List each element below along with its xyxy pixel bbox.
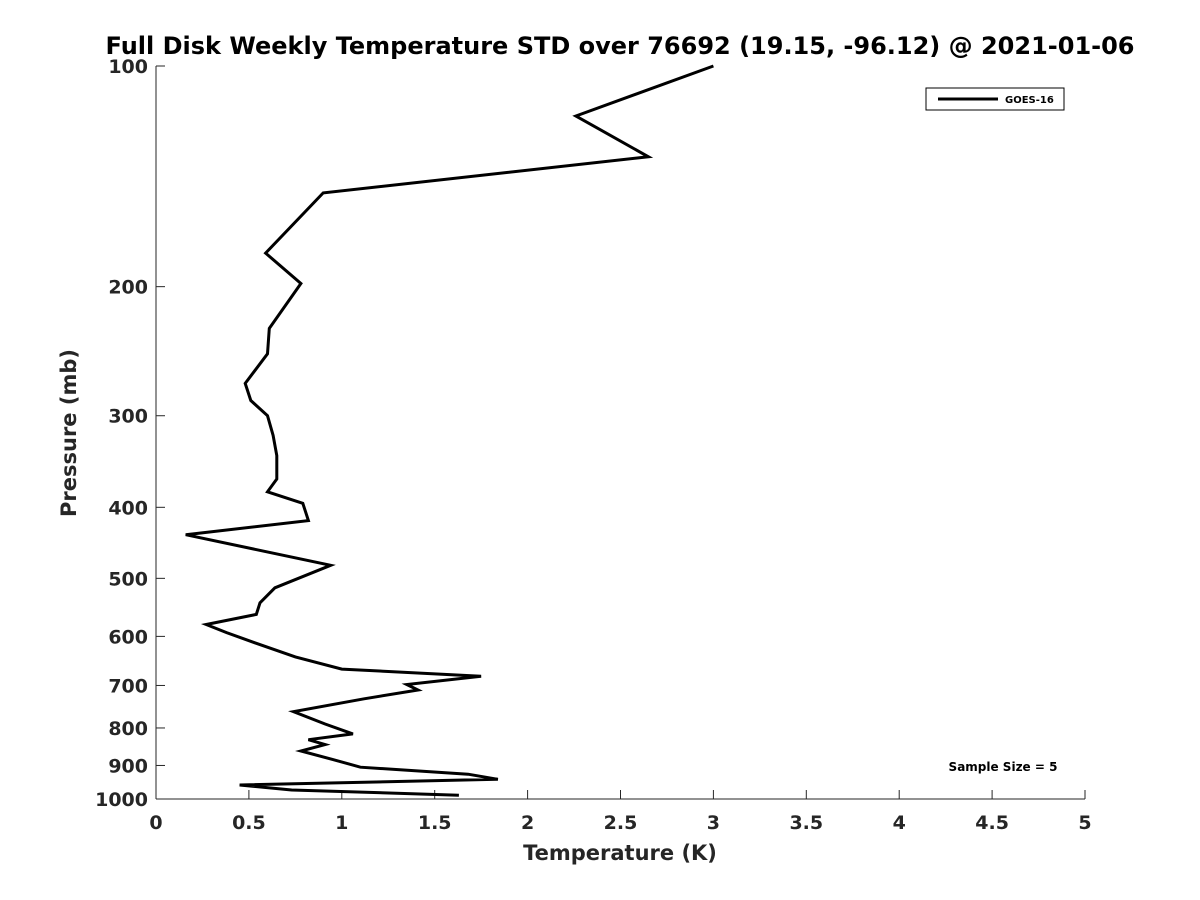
- x-axis-label: Temperature (K): [523, 841, 717, 865]
- y-tick-label: 700: [108, 675, 148, 697]
- axes: 0 0.5 1 1.5 2 2.5 3 3.5 4 4.5 5 100 200 300 400 500 600 7…: [95, 56, 1092, 834]
- x-tick-label: 3: [707, 812, 720, 834]
- x-tick-label: 2: [521, 812, 534, 834]
- legend-label-goes-16: GOES-16: [1005, 95, 1054, 106]
- y-tick-label: 200: [108, 277, 148, 299]
- y-tick-label: 800: [108, 718, 148, 740]
- x-tick-label: 2.5: [604, 812, 638, 834]
- y-tick-label: 100: [108, 56, 148, 78]
- series-layer: [185, 64, 714, 797]
- x-tick-label: 0: [149, 812, 162, 834]
- x-tick-label: 4.5: [975, 812, 1009, 834]
- y-tick-label: 300: [108, 406, 148, 428]
- x-tick-label: 3.5: [789, 812, 823, 834]
- x-tick-label: 0.5: [232, 812, 266, 834]
- y-tick-label: 900: [108, 755, 148, 777]
- sample-size-annotation: Sample Size = 5: [949, 760, 1058, 774]
- series-line-goes-16: [185, 64, 714, 797]
- x-tick-label: 5: [1078, 812, 1091, 834]
- x-tick-label: 4: [893, 812, 906, 834]
- y-tick-label: 1000: [95, 789, 148, 811]
- x-tick-label: 1: [335, 812, 348, 834]
- y-tick-label: 600: [108, 626, 148, 648]
- chart-title: Full Disk Weekly Temperature STD over 76…: [106, 32, 1135, 60]
- x-tick-label: 1.5: [418, 812, 452, 834]
- legend[interactable]: GOES-16: [925, 87, 1065, 111]
- y-axis-label: Pressure (mb): [57, 349, 81, 517]
- y-tick-label: 500: [108, 568, 148, 590]
- y-tick-label: 400: [108, 497, 148, 519]
